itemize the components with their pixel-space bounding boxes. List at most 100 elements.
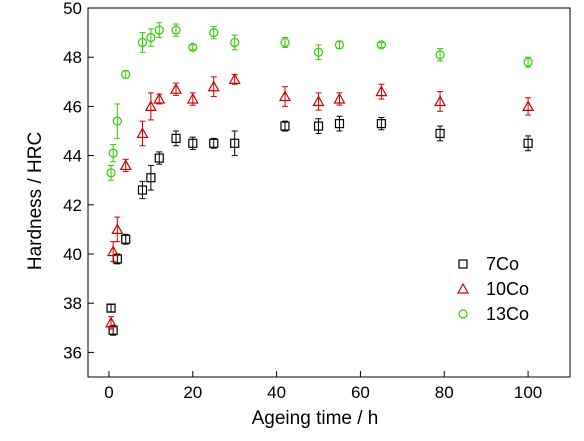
point-10Co-6 <box>153 92 166 104</box>
x-tick-label-3: 60 <box>351 383 370 402</box>
data-layer <box>105 22 535 336</box>
x-tick-label-1: 20 <box>183 383 202 402</box>
errorbar-7Co-12 <box>315 118 322 134</box>
errorbar-13Co-0 <box>108 164 115 181</box>
point-13Co-16 <box>523 57 533 67</box>
errorbar-13Co-8 <box>189 44 196 51</box>
point-13Co-12 <box>313 47 324 57</box>
legend: 7Co 10Co 13Co <box>456 254 529 324</box>
x-tick-label-5: 100 <box>514 383 542 402</box>
errorbar-7Co-16 <box>525 135 532 152</box>
point-7Co-8 <box>188 138 198 148</box>
point-13Co-9 <box>209 27 219 38</box>
point-13Co-7 <box>171 25 181 35</box>
legend-label-10Co: 10Co <box>486 279 529 299</box>
point-13Co-6 <box>154 25 164 35</box>
point-7Co-0 <box>106 303 116 313</box>
point-7Co-5 <box>146 173 156 183</box>
y-tick-label-1: 38 <box>63 294 82 313</box>
point-7Co-7 <box>171 133 181 143</box>
point-7Co-14 <box>376 119 386 129</box>
point-13Co-11 <box>280 37 290 48</box>
point-10Co-12 <box>312 95 325 107</box>
y-tick-label-3: 42 <box>63 196 82 215</box>
legend-item-10Co: 10Co <box>456 279 529 299</box>
point-10Co-11 <box>278 90 292 102</box>
point-13Co-14 <box>376 40 386 50</box>
point-7Co-10 <box>230 138 240 148</box>
errorbar-10Co-9 <box>210 76 217 98</box>
errorbar-7Co-13 <box>336 115 343 132</box>
point-7Co-12 <box>313 121 324 131</box>
errorbar-7Co-11 <box>281 120 288 132</box>
point-13Co-10 <box>230 37 240 48</box>
y-tick-label-6: 48 <box>63 48 82 67</box>
point-10Co-5 <box>144 100 157 112</box>
y-tick-label-5: 46 <box>63 97 82 116</box>
x-tick-label-2: 40 <box>267 383 286 402</box>
y-tick-label-4: 44 <box>63 147 82 166</box>
errorbar-13Co-13 <box>336 40 343 50</box>
point-10Co-1 <box>107 245 120 257</box>
x-axis-label: Ageing time / h <box>252 408 379 429</box>
point-10Co-7 <box>169 82 183 94</box>
point-10Co-3 <box>119 159 132 171</box>
point-13Co-2 <box>112 116 122 126</box>
errorbar-13Co-11 <box>281 37 288 48</box>
point-7Co-4 <box>137 185 148 195</box>
x-tick-label-4: 80 <box>435 383 454 402</box>
errorbar-13Co-12 <box>315 44 322 61</box>
y-axis-label: Hardness / HRC <box>25 132 46 270</box>
point-7Co-6 <box>154 153 164 163</box>
point-13Co-5 <box>146 32 156 43</box>
series-10Co <box>105 73 535 330</box>
y-tick-label-7: 50 <box>63 0 82 18</box>
point-7Co-11 <box>280 121 290 131</box>
errorbar-13Co-2 <box>114 103 121 139</box>
point-7Co-3 <box>121 234 131 244</box>
errorbar-13Co-16 <box>525 56 532 68</box>
errorbar-13Co-4 <box>139 32 146 53</box>
errorbar-7Co-4 <box>139 180 146 200</box>
errorbar-10Co-11 <box>281 86 288 107</box>
legend-marker-13Co <box>458 309 468 319</box>
series-13Co <box>106 22 533 181</box>
point-10Co-14 <box>375 85 388 97</box>
errorbar-7Co-5 <box>147 164 154 191</box>
point-13Co-3 <box>121 69 131 80</box>
errorbar-13Co-14 <box>378 41 385 48</box>
legend-marker-7Co <box>458 259 468 269</box>
point-7Co-9 <box>209 138 219 148</box>
x-tick-label-0: 0 <box>104 383 113 402</box>
point-10Co-13 <box>333 92 346 104</box>
errorbar-7Co-15 <box>437 125 444 142</box>
errorbar-7Co-10 <box>231 130 238 157</box>
errorbar-10Co-15 <box>437 91 444 112</box>
errorbar-10Co-5 <box>147 92 154 121</box>
errorbar-7Co-0 <box>108 303 115 313</box>
point-13Co-0 <box>106 168 116 178</box>
point-10Co-9 <box>207 80 220 92</box>
point-10Co-0 <box>105 316 118 328</box>
point-10Co-10 <box>228 73 241 84</box>
point-10Co-8 <box>186 92 199 104</box>
errorbar-7Co-3 <box>122 233 129 245</box>
errorbar-7Co-9 <box>210 137 217 149</box>
point-13Co-13 <box>334 40 345 50</box>
point-13Co-4 <box>137 37 148 48</box>
y-tick-label-0: 36 <box>63 343 82 362</box>
point-7Co-16 <box>523 138 533 148</box>
legend-label-7Co: 7Co <box>486 254 519 274</box>
point-13Co-1 <box>108 148 118 158</box>
errorbar-13Co-5 <box>147 28 154 47</box>
legend-item-7Co: 7Co <box>458 254 519 274</box>
point-7Co-1 <box>108 325 118 335</box>
y-tick-label-2: 40 <box>63 245 82 264</box>
point-7Co-15 <box>435 128 445 139</box>
point-10Co-15 <box>434 95 447 107</box>
legend-label-13Co: 13Co <box>486 304 529 324</box>
point-13Co-15 <box>435 50 445 60</box>
errorbar-13Co-10 <box>231 34 238 51</box>
